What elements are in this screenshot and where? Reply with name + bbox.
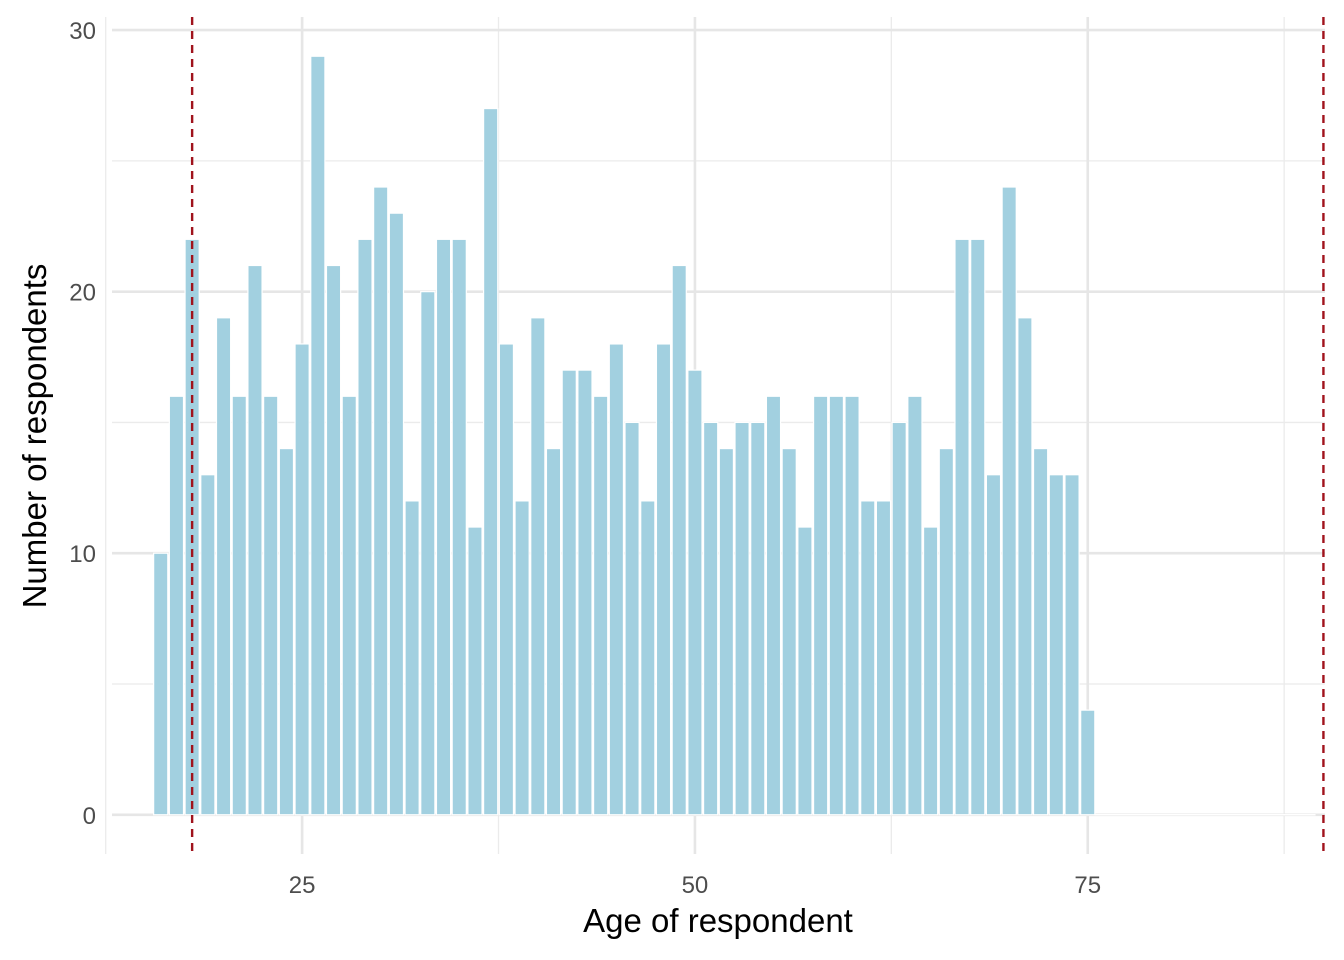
histogram-bar (1080, 709, 1096, 816)
histogram-bar (404, 500, 420, 816)
histogram-bar (671, 264, 687, 816)
histogram-bar (278, 447, 295, 816)
histogram-bar (357, 238, 373, 816)
histogram-bar (530, 317, 546, 816)
histogram-bar (388, 212, 405, 816)
histogram-bar (294, 343, 310, 816)
histogram-bar (1032, 447, 1049, 816)
histogram-bar (655, 343, 672, 816)
bar-series (153, 55, 1316, 816)
histogram-bar (718, 447, 735, 816)
y-tick-label: 0 (83, 803, 96, 830)
histogram-bar (765, 395, 782, 816)
histogram-bar (954, 238, 970, 816)
histogram-bar (640, 500, 656, 816)
histogram-bar (875, 500, 892, 816)
histogram-bar (907, 395, 923, 816)
histogram-bar (970, 238, 986, 816)
y-tick-label: 30 (69, 18, 96, 45)
histogram-bar (247, 264, 263, 816)
histogram-bar (750, 421, 766, 816)
histogram-bar (467, 526, 483, 816)
histogram-bar (860, 500, 876, 816)
x-tick-label: 50 (682, 872, 709, 899)
histogram-bar (1064, 474, 1080, 816)
histogram-bar (687, 369, 703, 816)
histogram-bar (373, 186, 389, 816)
histogram-bar (812, 395, 829, 816)
histogram-bar (577, 369, 593, 816)
histogram-bar (702, 421, 719, 816)
histogram-bar (891, 421, 907, 816)
y-tick-label: 10 (69, 541, 96, 568)
histogram-bar (231, 395, 247, 816)
histogram-bar (325, 264, 342, 816)
histogram-bar (341, 395, 357, 816)
histogram-bar (844, 395, 860, 816)
histogram-bar (828, 395, 845, 816)
histogram-bar (985, 474, 1002, 816)
histogram-bar (263, 395, 279, 816)
histogram-bar (482, 107, 499, 816)
histogram-bar (608, 343, 625, 816)
histogram-bar (420, 291, 436, 816)
histogram-bar (1001, 186, 1017, 816)
histogram-bar (168, 395, 185, 816)
histogram-bar (215, 317, 232, 816)
histogram-bar (797, 526, 813, 816)
histogram-bar (545, 447, 562, 816)
histogram-bar (310, 55, 326, 816)
histogram-bar (153, 552, 169, 816)
y-tick-label: 20 (69, 280, 96, 307)
histogram-bar (561, 369, 577, 816)
histogram-bar (200, 474, 216, 816)
x-tick-label: 25 (289, 872, 316, 899)
histogram-bar (514, 500, 530, 816)
y-axis-ticks: 0 10 20 30 (69, 18, 96, 830)
y-axis-title: Number of respondents (16, 264, 53, 609)
x-axis-ticks: 25 50 75 (289, 872, 1101, 899)
histogram-bar (781, 447, 797, 816)
histogram-bar (498, 343, 515, 816)
histogram-bar (938, 447, 955, 816)
histogram-bar (592, 395, 609, 816)
histogram-bar (922, 526, 939, 816)
histogram-bar (1048, 474, 1064, 816)
x-axis-title: Age of respondent (583, 902, 853, 939)
histogram-bar (1017, 317, 1033, 816)
histogram-bar (734, 421, 750, 816)
histogram-bar (624, 421, 640, 816)
histogram-bar (451, 238, 467, 816)
x-tick-label: 75 (1074, 872, 1101, 899)
histogram-bar (435, 238, 452, 816)
